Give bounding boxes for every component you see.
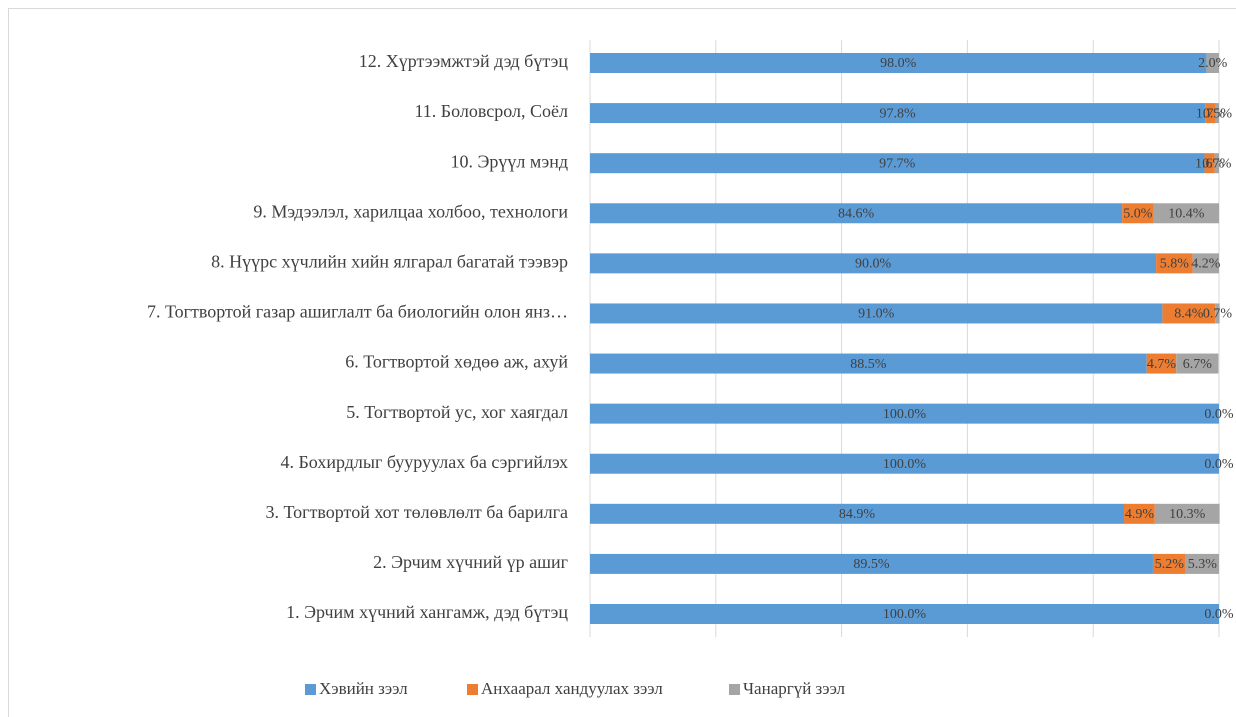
bar-segment bbox=[590, 604, 1219, 624]
legend-label: Анхаарал хандуулах зээл bbox=[481, 679, 663, 698]
bar-segment bbox=[1205, 103, 1216, 124]
bar-segment bbox=[1204, 153, 1215, 174]
data-label: 0.5% bbox=[1203, 106, 1233, 121]
data-label: 100.0% bbox=[883, 607, 927, 622]
bar-segment bbox=[1153, 203, 1219, 224]
bar-segment bbox=[590, 203, 1123, 224]
bar-segment bbox=[590, 303, 1163, 324]
category-label: 10. Эрүүл мэнд bbox=[451, 151, 569, 171]
bar-segment bbox=[590, 153, 1205, 174]
data-label: 5.0% bbox=[1123, 206, 1153, 221]
data-label: 100.0% bbox=[883, 407, 927, 422]
data-label: 2.0% bbox=[1198, 56, 1228, 71]
bar-segment bbox=[590, 503, 1125, 524]
data-label: 10.3% bbox=[1169, 507, 1206, 522]
bar-segment bbox=[1215, 103, 1219, 124]
data-label: 84.9% bbox=[839, 507, 876, 522]
category-label: 9. Мэдээлэл, харилцаа холбоо, технологи bbox=[253, 201, 568, 221]
data-label: 90.0% bbox=[855, 257, 892, 272]
data-label: 4.9% bbox=[1125, 507, 1155, 522]
data-label: 4.7% bbox=[1147, 357, 1177, 372]
category-label: 7. Тогтвортой газар ашиглалт ба биологий… bbox=[147, 302, 568, 322]
data-label: 88.5% bbox=[850, 357, 887, 372]
legend-swatch bbox=[467, 684, 478, 695]
category-label: 1. Эрчим хүчний хангамж, дэд бүтэц bbox=[286, 602, 568, 622]
data-label: 0.0% bbox=[1204, 607, 1234, 622]
data-label: 5.2% bbox=[1155, 557, 1185, 572]
data-label: 89.5% bbox=[853, 557, 890, 572]
data-label: 4.2% bbox=[1191, 257, 1221, 272]
data-label: 84.6% bbox=[838, 206, 875, 221]
legend-swatch bbox=[305, 684, 316, 695]
bar-segment bbox=[590, 53, 1207, 73]
bar-segment bbox=[1124, 503, 1155, 524]
data-label: 100.0% bbox=[883, 457, 927, 472]
chart-frame bbox=[8, 8, 1236, 717]
bar-segment bbox=[1206, 53, 1219, 73]
category-label: 5. Тогтвортой ус, хог хаягдал bbox=[346, 402, 568, 422]
data-label: 97.8% bbox=[879, 106, 916, 121]
data-label: 97.7% bbox=[879, 156, 916, 171]
category-label: 2. Эрчим хүчний үр ашиг bbox=[373, 552, 568, 572]
data-label: 6.7% bbox=[1183, 357, 1213, 372]
data-label: 0.7% bbox=[1202, 156, 1232, 171]
data-label: 5.3% bbox=[1188, 557, 1218, 572]
data-label: 5.8% bbox=[1160, 257, 1190, 272]
bar-segment bbox=[590, 553, 1153, 574]
data-label: 0.7% bbox=[1203, 307, 1233, 322]
bar-segment bbox=[1215, 303, 1220, 324]
category-label: 3. Тогтвортой хот төлөвлөлт ба барилга bbox=[266, 502, 568, 522]
category-label: 11. Боловсрол, Соёл bbox=[414, 101, 568, 121]
bar-segment bbox=[1146, 353, 1177, 374]
bar-segment bbox=[1192, 253, 1219, 274]
data-label: 91.0% bbox=[858, 307, 895, 322]
bar-segment bbox=[1185, 553, 1219, 574]
data-label: 98.0% bbox=[880, 56, 917, 71]
bar-segment bbox=[1214, 153, 1219, 174]
bar-segment bbox=[1152, 553, 1186, 574]
legend-label: Хэвийн зээл bbox=[319, 679, 408, 698]
bar-segment bbox=[1156, 253, 1193, 274]
category-label: 6. Тогтвортой хөдөө аж, ахуй bbox=[345, 352, 568, 372]
legend-label: Чанаргүй зээл bbox=[743, 679, 846, 698]
category-label: 12. Хүртээмжтэй дэд бүтэц bbox=[359, 51, 569, 71]
category-label: 8. Нүүрс хүчлийн хийн ялгарал багатай тэ… bbox=[211, 251, 568, 271]
data-label: 8.4% bbox=[1174, 307, 1204, 322]
bar-segment bbox=[590, 453, 1219, 474]
bar-segment bbox=[590, 253, 1157, 274]
bar-segment bbox=[1122, 203, 1154, 224]
legend-swatch bbox=[729, 684, 740, 695]
data-label: 0.0% bbox=[1204, 457, 1234, 472]
category-label: 4. Бохирдлыг бууруулах ба сэргийлэх bbox=[280, 452, 568, 472]
bar-segment bbox=[1162, 303, 1216, 324]
bar-segment bbox=[1176, 353, 1219, 374]
bar-segment bbox=[590, 353, 1147, 374]
bar-segment bbox=[590, 103, 1206, 124]
data-label: 10.4% bbox=[1168, 206, 1205, 221]
bar-segment bbox=[590, 403, 1219, 424]
data-label: 0.0% bbox=[1204, 407, 1234, 422]
bar-segment bbox=[1154, 503, 1220, 524]
